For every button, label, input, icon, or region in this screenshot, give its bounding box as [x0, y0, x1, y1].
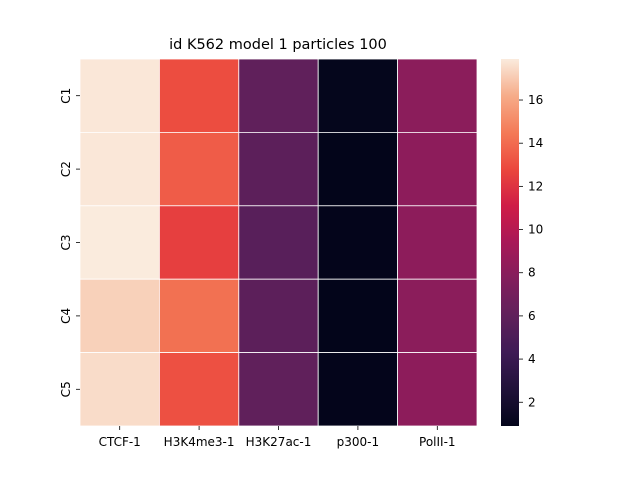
heatmap-cell	[397, 205, 478, 280]
colorbar-tick-label: 14	[528, 136, 543, 150]
x-tick-label: CTCF-1	[99, 435, 141, 449]
chart-title: id K562 model 1 particles 100	[169, 37, 387, 53]
y-tick-label: C3	[59, 234, 73, 250]
heatmap-cell	[79, 205, 160, 280]
y-tick-label: C1	[59, 88, 73, 104]
y-tick-label: C5	[59, 381, 73, 397]
heatmap-cell	[238, 205, 319, 280]
heatmap-cells	[79, 58, 478, 427]
heatmap-cell	[317, 352, 399, 427]
x-tick-label: PolII-1	[419, 435, 456, 449]
heatmap-cell	[158, 278, 240, 354]
heatmap-cell	[238, 131, 319, 207]
heatmap-cell	[79, 131, 160, 207]
heatmap-cell	[397, 278, 478, 354]
colorbar-tick-label: 4	[528, 352, 536, 366]
heatmap-cell	[158, 131, 240, 207]
colorbar-tick-label: 12	[528, 179, 543, 193]
heatmap-cell	[397, 352, 478, 427]
heatmap-cell	[79, 58, 160, 133]
heatmap-cell	[158, 205, 240, 280]
x-tick-labels: CTCF-1 H3K4me3-1 H3K27ac-1 p300-1 PolII-1	[99, 426, 456, 449]
heatmap-cell	[317, 278, 399, 354]
heatmap-cell	[158, 58, 240, 133]
heatmap-cell	[158, 352, 240, 427]
heatmap-cell	[397, 131, 478, 207]
colorbar-tick-label: 2	[528, 395, 536, 409]
heatmap-cell	[317, 205, 399, 280]
y-tick-label: C2	[59, 161, 73, 177]
colorbar-tick-label: 10	[528, 223, 543, 237]
y-tick-label: C4	[59, 308, 73, 324]
y-tick-labels: C1 C2 C3 C4 C5	[59, 88, 80, 397]
heatmap-cell	[238, 278, 319, 354]
x-tick-label: H3K27ac-1	[246, 435, 312, 449]
heatmap-cell	[79, 278, 160, 354]
colorbar-tick-label: 6	[528, 309, 536, 323]
colorbar-tick-label: 16	[528, 93, 543, 107]
heatmap-cell	[317, 131, 399, 207]
colorbar-gradient	[501, 59, 519, 426]
heatmap-cell	[317, 58, 399, 133]
x-tick-label: p300-1	[337, 435, 380, 449]
x-tick-label: H3K4me3-1	[164, 435, 235, 449]
heatmap-cell	[238, 352, 319, 427]
heatmap-cell	[397, 58, 478, 133]
heatmap-cell	[238, 58, 319, 133]
colorbar: 2 4 6 8 10 12 14 16	[501, 59, 543, 426]
colorbar-tick-label: 8	[528, 266, 536, 280]
heatmap-cell	[79, 352, 160, 427]
